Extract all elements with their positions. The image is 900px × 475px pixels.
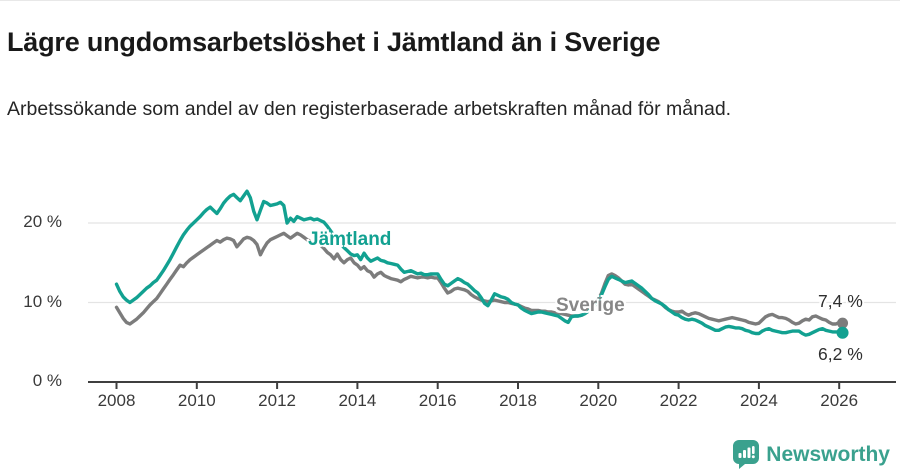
x-axis-label: 2012 — [258, 391, 296, 410]
end-dot-sverige — [837, 317, 849, 329]
x-axis-label: 2020 — [579, 391, 618, 410]
x-axis-label: 2014 — [338, 391, 377, 410]
y-axis-label: 20 % — [23, 212, 62, 231]
x-axis-label: 2022 — [659, 391, 698, 410]
chart-subtitle: Arbetssökande som andel av den registerb… — [7, 97, 732, 120]
series-line-jämtland — [114, 189, 845, 337]
y-axis-label: 10 % — [23, 291, 62, 311]
x-axis-label: 2026 — [820, 391, 859, 410]
x-axis-label: 2018 — [499, 391, 537, 410]
series-line-sverige — [114, 231, 845, 326]
newsworthy-label: Newsworthy — [766, 442, 890, 466]
end-value-jamtland: 6,2 % — [818, 344, 863, 364]
x-axis-label: 2008 — [97, 391, 136, 410]
x-axis-label: 2024 — [739, 391, 778, 410]
series-label-sverige: Sverige — [556, 295, 625, 316]
y-axis-label: 0 % — [32, 371, 62, 390]
x-axis-label: 2016 — [418, 391, 457, 410]
newsworthy-icon — [733, 440, 760, 469]
end-dot-jämtland — [836, 326, 849, 339]
page-title: Lägre ungdomsarbetslöshet i Jämtland än … — [7, 27, 661, 58]
x-axis-label: 2010 — [177, 391, 216, 410]
newsworthy-logo[interactable]: Newsworthy — [733, 440, 890, 469]
series-label-jamtland: Jämtland — [308, 229, 392, 250]
end-value-sverige: 7,4 % — [818, 291, 863, 311]
